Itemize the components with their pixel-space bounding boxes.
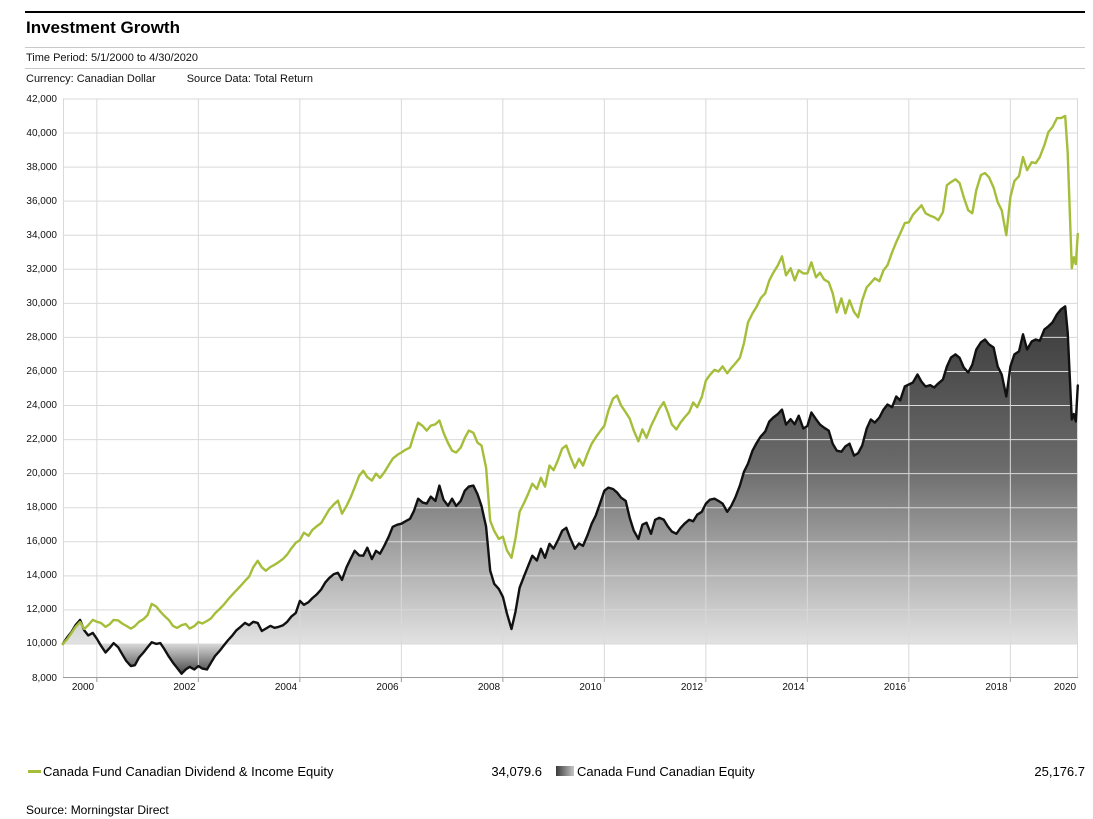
legend-value-canadian-equity: 25,176.7: [1034, 764, 1085, 779]
x-axis-label: 2018: [985, 682, 1008, 693]
x-axis-label: 2004: [274, 682, 298, 693]
y-axis-label: 8,000: [31, 672, 57, 684]
y-axis-label: 24,000: [26, 400, 57, 412]
growth-chart-svg: [61, 98, 1079, 682]
series-line-dividend-income-equity: [61, 114, 1079, 646]
y-axis-label: 18,000: [26, 502, 57, 514]
source-data-label: Source Data: Total Return: [186, 73, 314, 85]
header-divider-1: [25, 47, 1085, 48]
x-axis-label: 2002: [173, 682, 196, 693]
legend-gradient-swatch-canadian-equity: [556, 766, 574, 776]
y-axis-label: 14,000: [26, 570, 57, 582]
page-title: Investment Growth: [26, 18, 180, 37]
canadian-equity-area-above-baseline: [63, 306, 1078, 644]
time-period-label: Time Period: 5/1/2000 to 4/30/2020: [26, 52, 199, 64]
legend-value-dividend-income: 34,079.6: [491, 764, 542, 779]
y-axis-label: 40,000: [26, 127, 57, 139]
y-axis-label: 28,000: [26, 331, 57, 343]
x-axis-label: 2012: [680, 682, 704, 693]
x-axis-label: 2016: [883, 682, 907, 693]
x-axis-label: 2006: [376, 682, 399, 693]
series-line-canadian-equity: [61, 305, 1079, 675]
currency-label: Currency: Canadian Dollar: [26, 73, 156, 85]
y-axis-label: 12,000: [26, 604, 57, 616]
currency-row: Currency: Canadian Dollar Source Data: T…: [26, 73, 313, 85]
x-axis-label: 2008: [477, 682, 501, 693]
y-axis-label: 36,000: [26, 195, 57, 207]
legend-name-canadian-equity: Canada Fund Canadian Equity: [577, 764, 755, 779]
y-axis-label: 32,000: [26, 263, 57, 275]
top-border-rule: [25, 11, 1085, 13]
header-divider-2: [25, 68, 1085, 69]
x-axis-label: 2014: [782, 682, 805, 693]
y-axis-label: 16,000: [26, 536, 57, 548]
legend-line-swatch-dividend-income: [28, 770, 41, 773]
canadian-equity-area-below-baseline: [99, 643, 226, 674]
y-axis-label: 30,000: [26, 297, 57, 309]
y-axis-label: 38,000: [26, 161, 57, 173]
y-axis-label: 22,000: [26, 434, 57, 446]
y-axis-label: 42,000: [26, 93, 57, 105]
x-axis-label: 2010: [579, 682, 602, 693]
y-axis-label: 20,000: [26, 468, 57, 480]
growth-chart: [61, 98, 1079, 682]
source-note: Source: Morningstar Direct: [26, 803, 169, 817]
legend-name-dividend-income: Canada Fund Canadian Dividend & Income E…: [43, 764, 334, 779]
y-axis-label: 34,000: [26, 229, 57, 241]
y-axis-label: 10,000: [26, 638, 57, 650]
y-axis-label: 26,000: [26, 365, 57, 377]
x-axis-label: 2020: [1053, 682, 1077, 693]
x-axis-label: 2000: [71, 682, 95, 693]
